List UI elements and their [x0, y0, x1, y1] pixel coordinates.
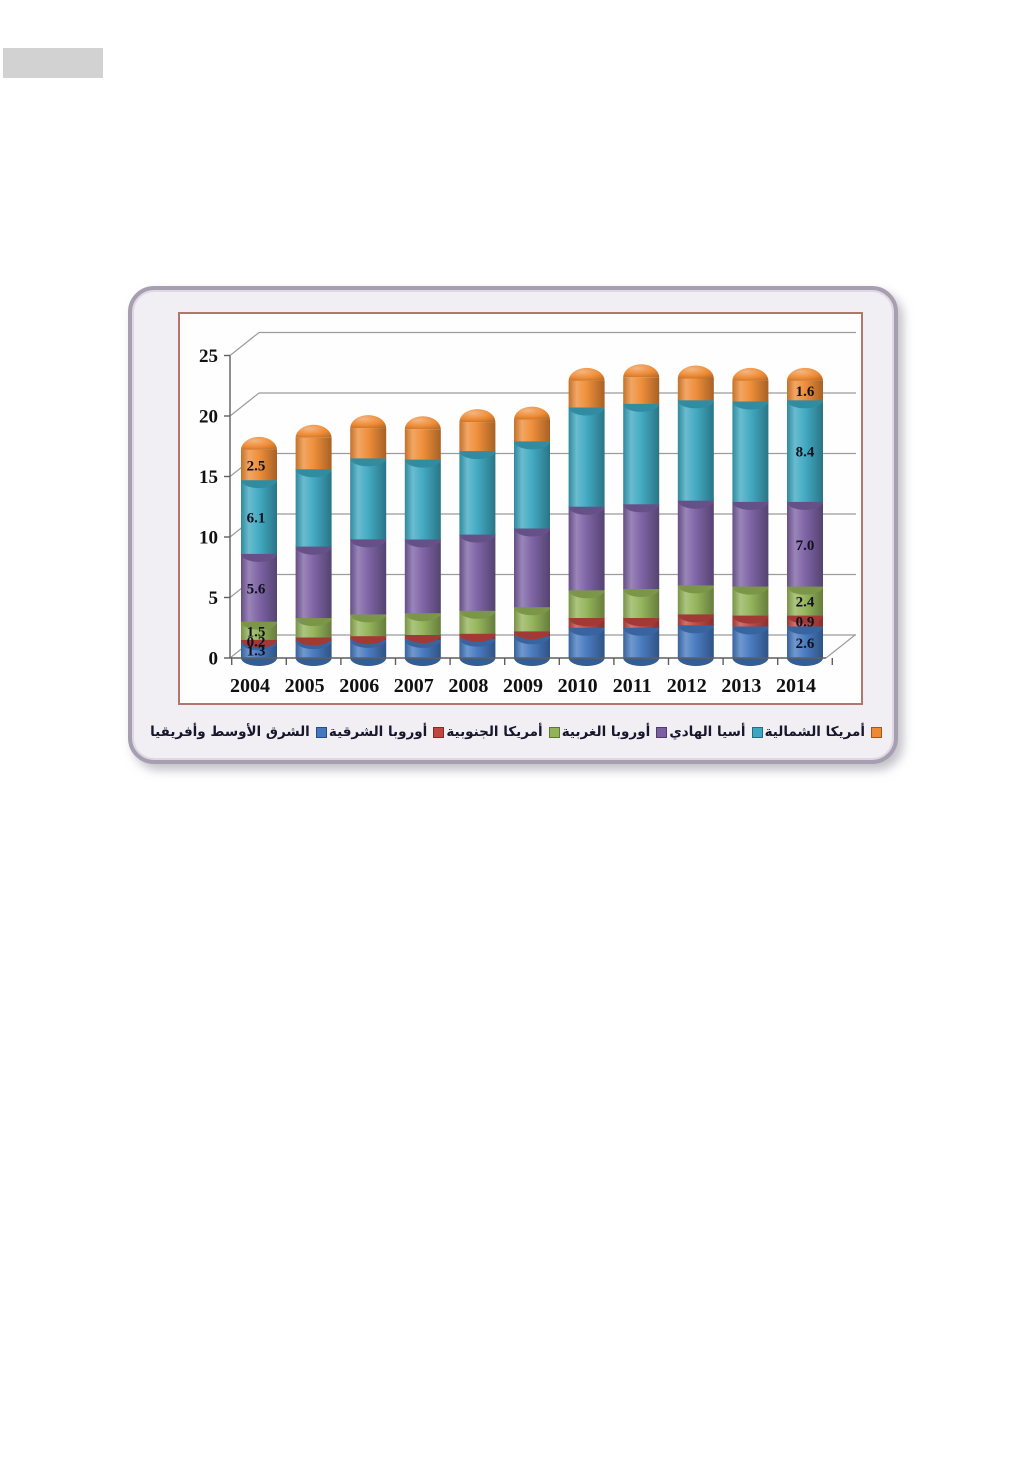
legend-marker-icon [315, 726, 327, 738]
svg-text:2004: 2004 [230, 675, 270, 697]
svg-text:1.6: 1.6 [796, 384, 815, 400]
x-axis-labels: 2004 2005 2006 2007 2008 2009 2010 2011 2012 2013… [230, 675, 816, 697]
legend-label: أوروبا الشرقية [328, 724, 428, 740]
legend-label: الشرق الأوسط وأفريقيا [150, 724, 310, 740]
legend-marker-icon [433, 726, 445, 738]
legend-item: أمريكا الجنوبية [446, 724, 560, 740]
svg-text:2.4: 2.4 [796, 595, 815, 611]
svg-text:15: 15 [199, 467, 218, 488]
svg-text:2011: 2011 [613, 675, 652, 697]
legend-marker-icon [656, 726, 668, 738]
svg-text:6.1: 6.1 [247, 511, 266, 527]
legend-item: أوروبا الشرقية [328, 724, 445, 740]
svg-text:2012: 2012 [667, 675, 707, 697]
legend-marker-icon [871, 726, 882, 738]
svg-text:1.5: 1.5 [247, 624, 266, 640]
plot-frame: 0 5 10 15 20 25 2004 2005 2006 2007 2008 2009 2010 20… [178, 312, 863, 705]
data-labels: 1.30.21.5 5.6 6.1 2.5 2.6 0.9 2.4 7.0 8.4 1.6 [247, 384, 815, 659]
legend-marker-icon [751, 726, 763, 738]
svg-text:2006: 2006 [339, 675, 379, 697]
bar-2009 [514, 406, 550, 666]
svg-text:20: 20 [199, 407, 218, 428]
svg-text:0.9: 0.9 [796, 615, 815, 631]
svg-text:2005: 2005 [285, 675, 325, 697]
legend-label: أوروبا الغربية [561, 724, 651, 740]
bar-2007 [404, 416, 441, 666]
bar-2005 [295, 424, 332, 666]
svg-text:8.4: 8.4 [796, 445, 815, 461]
chart-card: 0 5 10 15 20 25 2004 2005 2006 2007 2008 2009 2010 20… [128, 286, 898, 764]
legend-label: أمريكا الجنوبية [446, 724, 543, 740]
svg-text:0.2: 0.2 [247, 635, 266, 651]
bar-2006 [350, 415, 387, 666]
svg-text:10: 10 [199, 528, 218, 549]
legend-item: الشرق الأوسط وأفريقيا [150, 724, 327, 740]
bar-2014 [787, 367, 823, 666]
bar-2004 [241, 436, 277, 666]
legend-item: أوروبا الغربية [562, 724, 668, 740]
legend-item: أمريكا الشمالية [765, 724, 882, 740]
svg-text:0: 0 [209, 649, 219, 670]
svg-text:25: 25 [199, 346, 218, 367]
svg-text:2013: 2013 [721, 675, 761, 697]
bar-2011 [623, 364, 660, 666]
svg-text:2014: 2014 [776, 675, 816, 697]
legend-marker-icon [548, 726, 560, 738]
legend-label: أسيا الهادي [669, 724, 746, 740]
legend-item: أسيا الهادي [669, 724, 763, 740]
redaction-box [3, 48, 103, 78]
svg-text:2010: 2010 [558, 675, 598, 697]
legend-label: أمريكا الشمالية [764, 724, 865, 740]
axes [224, 354, 833, 665]
bar-2010 [568, 367, 605, 666]
chart-legend: أمريكا الشمالية أسيا الهادي أوروبا الغربية… [146, 714, 886, 750]
bar-2013 [732, 367, 769, 666]
svg-text:2.6: 2.6 [796, 636, 815, 652]
svg-text:5.6: 5.6 [247, 581, 266, 597]
bar-2008 [459, 409, 496, 666]
y-axis-labels: 0 5 10 15 20 25 [199, 346, 218, 670]
svg-text:2007: 2007 [394, 675, 434, 697]
svg-text:7.0: 7.0 [796, 538, 815, 554]
svg-text:2009: 2009 [503, 675, 543, 697]
svg-text:2.5: 2.5 [247, 459, 266, 475]
bar-2012 [677, 365, 714, 666]
svg-text:5: 5 [209, 588, 219, 609]
svg-text:1.3: 1.3 [247, 644, 266, 660]
svg-text:2008: 2008 [448, 675, 488, 697]
